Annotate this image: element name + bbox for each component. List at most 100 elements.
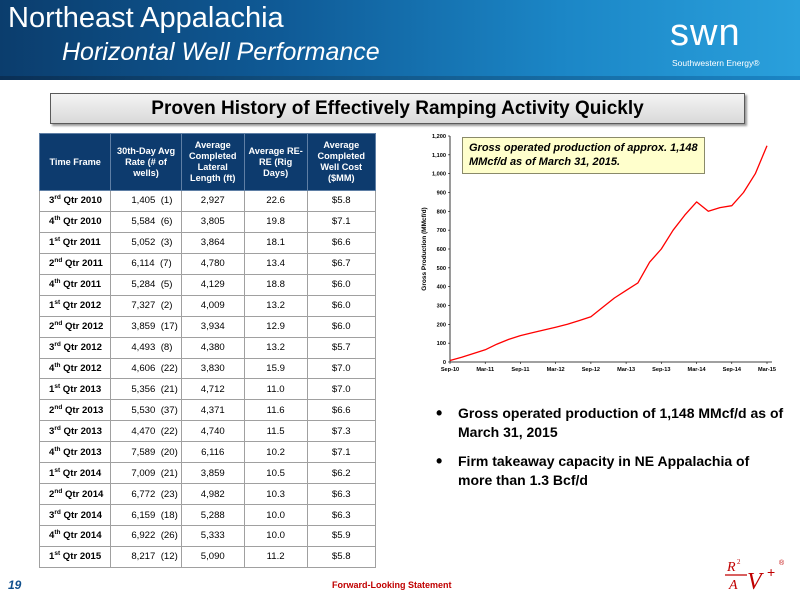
cell-avg-rate: 1,405 (1) (110, 190, 182, 212)
cell-lateral-length: 4,371 (180, 399, 245, 422)
cell-lateral-length: 6,116 (180, 441, 245, 464)
y-tick-label: 200 (437, 322, 446, 328)
time-frame-quarter: 1 (49, 551, 55, 563)
bullet-production: Gross operated production of 1,148 MMcf/… (436, 404, 786, 442)
cell-rig-days: 12.9 (243, 315, 308, 338)
time-frame-suffix: st (54, 299, 61, 307)
x-tick-label: Mar-15 (758, 367, 776, 373)
well-count: (8) (160, 342, 173, 354)
cell-rig-days: 10.0 (243, 504, 308, 526)
series-line-gross-production (449, 145, 768, 362)
cell-time-frame: 2nd Qtr 2013 (38, 399, 112, 422)
cell-avg-rate: 6,922 (26) (110, 525, 182, 547)
well-count: (6) (160, 216, 173, 228)
table-row: 1st Qtr 2014 7,009 (21) 3,859 10.5 $6.2 (38, 462, 377, 485)
table-row: 4th Qtr 2012 4,606 (22) 3,830 15.9 $7.0 (38, 357, 377, 380)
avg-rate-value: 5,356 (131, 383, 156, 395)
well-count: (17) (160, 321, 178, 333)
table-row: 4th Qtr 2011 5,284 (5) 4,129 18.8 $6.0 (38, 273, 377, 296)
cell-time-frame: 4th Qtr 2014 (38, 525, 112, 547)
y-tick-label: 700 (437, 228, 446, 234)
bullet-takeaway: Firm takeaway capacity in NE Appalachia … (436, 452, 786, 490)
table-row: 3rd Qtr 2010 1,405 (1) 2,927 22.6 $5.8 (38, 190, 377, 212)
time-frame-rest: Qtr 2010 (63, 195, 102, 207)
col-header-well-cost: Average Completed Well Cost ($MM) (306, 133, 377, 191)
time-frame-quarter: 1 (49, 300, 55, 312)
cell-time-frame: 4th Qtr 2011 (38, 273, 112, 296)
cell-lateral-length: 3,805 (180, 210, 245, 233)
cell-avg-rate: 7,327 (2) (110, 294, 182, 317)
swn-logo: swn (670, 12, 741, 54)
cell-avg-rate: 7,589 (20) (110, 441, 182, 464)
bullet-list: Gross operated production of 1,148 MMcf/… (436, 404, 786, 500)
cell-rig-days: 18.8 (243, 273, 308, 296)
cell-lateral-length: 3,859 (180, 462, 245, 485)
cell-well-cost: $7.1 (306, 210, 377, 233)
time-frame-suffix: st (54, 466, 61, 474)
avg-rate-value: 5,584 (131, 216, 156, 228)
time-frame-suffix: th (54, 361, 61, 369)
well-count: (26) (160, 530, 178, 542)
cell-lateral-length: 3,934 (180, 315, 245, 338)
y-axis-label: Gross Production (MMcf/d) (421, 207, 428, 290)
time-frame-rest: Qtr 2012 (64, 321, 104, 333)
avg-rate-value: 5,284 (131, 279, 156, 291)
forward-looking-link[interactable]: Forward-Looking Statement (332, 580, 452, 590)
cell-time-frame: 1st Qtr 2015 (38, 545, 112, 568)
cell-rig-days: 10.3 (243, 483, 308, 506)
col-header-lateral-length: Average Completed Lateral Length (ft) (180, 133, 245, 191)
cell-rig-days: 13.2 (243, 336, 308, 359)
cell-avg-rate: 6,772 (23) (110, 483, 182, 506)
cell-well-cost: $5.8 (306, 545, 377, 568)
swn-logo-subtitle: Southwestern Energy® (672, 58, 760, 68)
time-frame-quarter: 2 (49, 321, 55, 333)
avg-rate-value: 7,589 (131, 446, 156, 458)
cell-time-frame: 1st Qtr 2012 (38, 294, 112, 317)
cell-avg-rate: 7,009 (21) (110, 462, 182, 485)
cell-lateral-length: 5,090 (180, 545, 245, 568)
table-row: 4th Qtr 2010 5,584 (6) 3,805 19.8 $7.1 (38, 210, 377, 233)
time-frame-quarter: 2 (49, 258, 55, 270)
cell-avg-rate: 4,606 (22) (110, 357, 182, 380)
time-frame-quarter: 2 (49, 404, 55, 416)
table-header-row: Time Frame 30th-Day Avg Rate (# of wells… (38, 133, 377, 191)
cell-lateral-length: 5,288 (180, 504, 245, 526)
well-count: (37) (160, 404, 178, 416)
cell-lateral-length: 4,740 (180, 420, 245, 443)
time-frame-suffix: st (54, 550, 61, 558)
cell-time-frame: 4th Qtr 2012 (38, 357, 112, 380)
time-frame-quarter: 3 (49, 342, 55, 354)
time-frame-rest: Qtr 2012 (63, 342, 102, 354)
cell-lateral-length: 5,333 (180, 525, 245, 547)
avg-rate-value: 6,114 (131, 258, 155, 270)
x-tick-label: Mar-11 (476, 367, 494, 373)
cell-rig-days: 11.6 (243, 399, 308, 422)
avg-rate-value: 3,859 (131, 321, 156, 333)
col-header-rig-days: Average RE-RE (Rig Days) (243, 133, 308, 191)
cell-rig-days: 10.2 (243, 441, 308, 464)
cell-time-frame: 3rd Qtr 2012 (38, 336, 112, 359)
time-frame-suffix: th (54, 445, 61, 453)
cell-well-cost: $5.9 (306, 525, 377, 547)
cell-rig-days: 15.9 (243, 357, 308, 380)
page-number: 19 (8, 578, 22, 592)
well-count: (2) (160, 300, 173, 312)
time-frame-quarter: 4 (49, 362, 55, 374)
cell-well-cost: $6.3 (306, 504, 377, 526)
cell-well-cost: $6.0 (306, 294, 377, 317)
cell-rig-days: 11.0 (243, 378, 308, 401)
x-tick-label: Mar-14 (688, 367, 707, 373)
time-frame-rest: Qtr 2014 (63, 530, 102, 542)
x-tick-label: Sep-14 (723, 367, 742, 373)
y-tick-label: 1,000 (432, 172, 446, 178)
avg-rate-value: 7,009 (131, 467, 156, 479)
cell-lateral-length: 2,927 (180, 190, 245, 212)
cell-avg-rate: 5,052 (3) (110, 231, 182, 254)
avg-rate-value: 5,530 (131, 404, 156, 416)
cell-rig-days: 10.0 (243, 525, 308, 547)
cell-lateral-length: 4,780 (180, 252, 245, 275)
time-frame-rest: Qtr 2012 (62, 300, 102, 312)
well-count: (7) (159, 258, 172, 270)
cell-rig-days: 10.5 (243, 462, 308, 485)
chart-annotation: Gross operated production of approx. 1,1… (462, 137, 705, 174)
